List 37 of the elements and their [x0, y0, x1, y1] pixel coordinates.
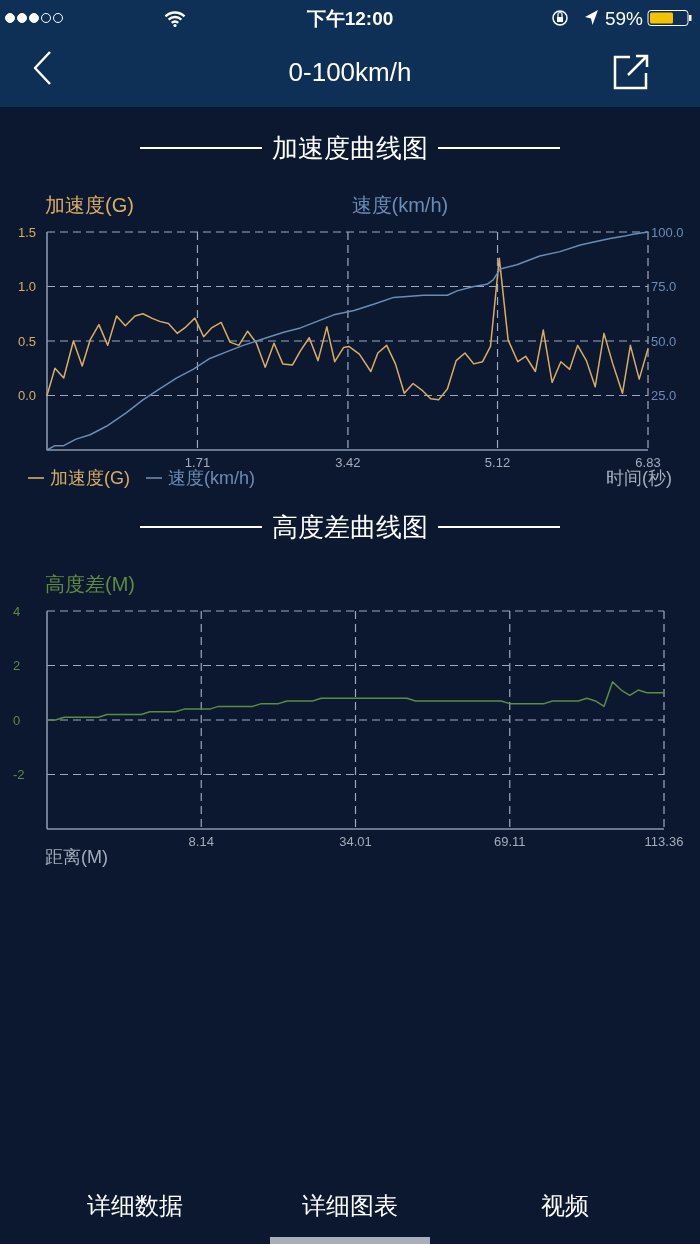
text: 0-100km/h — [288, 57, 412, 87]
x-axis-title: 距离(M) — [45, 847, 108, 867]
y2-tick-label: 75.0 — [651, 279, 677, 294]
y-tick-label: 1.0 — [18, 279, 37, 294]
y2-tick-label: 100.0 — [651, 224, 684, 240]
x-axis-title: 时间(秒) — [606, 468, 672, 488]
x-tick-label: 5.12 — [484, 454, 511, 470]
text: 59% — [604, 7, 644, 29]
y-tick-label: 0.0 — [18, 388, 37, 403]
x-tick-label: 8.14 — [188, 833, 214, 849]
y-axis-title: 加速度(G) — [45, 194, 134, 216]
y-tick-label: 1.5 — [18, 224, 37, 240]
text: 下午12:00 — [305, 7, 394, 29]
y2-tick-label: 25.0 — [651, 388, 677, 403]
x-tick-label: 113.36 — [644, 833, 684, 849]
chart-title: 高度差曲线图 — [272, 512, 428, 542]
x-tick-label: 6.83 — [635, 454, 661, 470]
legend-label: 加速度(G) — [50, 468, 130, 488]
text: 详细图表 — [302, 1191, 398, 1219]
y-tick-label: 4 — [13, 603, 21, 619]
line-series — [46, 681, 665, 721]
y-tick-label: -2 — [13, 767, 25, 782]
y-tick-label: 0 — [13, 712, 21, 728]
text: 视频 — [541, 1191, 589, 1219]
chart-title: 加速度曲线图 — [272, 133, 428, 163]
line-series — [46, 257, 649, 401]
legend-label: 速度(km/h) — [168, 468, 255, 488]
x-tick-label: 1.71 — [184, 454, 211, 470]
x-tick-label: 34.01 — [339, 833, 372, 849]
x-tick-label: 69.11 — [493, 833, 526, 849]
y2-tick-label: 50.0 — [651, 333, 677, 349]
y-axis-title: 高度差(M) — [45, 573, 135, 595]
y2-axis-title: 速度(km/h) — [351, 194, 449, 216]
text: 详细数据 — [87, 1191, 183, 1219]
x-tick-label: 3.42 — [335, 454, 361, 470]
y-tick-label: 2 — [13, 658, 21, 673]
y-tick-label: 0.5 — [18, 333, 37, 349]
